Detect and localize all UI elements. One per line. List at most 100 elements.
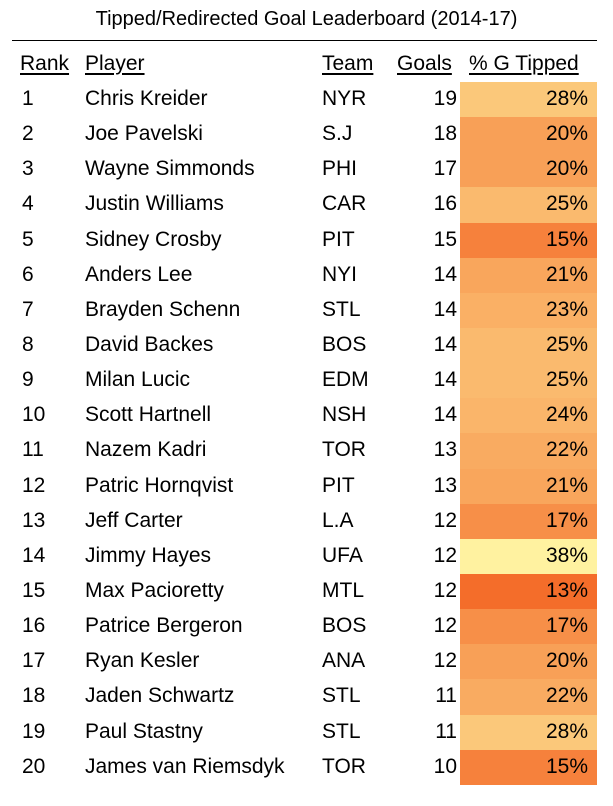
player-cell: Max Pacioretty: [85, 578, 224, 602]
table-row: 9 Milan Lucic EDM 14 25%: [0, 363, 613, 399]
player-cell: Justin Williams: [85, 192, 224, 216]
table-row: 14 Jimmy Hayes UFA 12 38%: [0, 538, 613, 574]
table-row: 5 Sidney Crosby PIT 15 15%: [0, 222, 613, 258]
pct-tipped-value: 20%: [545, 157, 588, 181]
rank-cell: 3: [22, 157, 34, 181]
rank-cell: 15: [22, 578, 46, 602]
goals-cell: 15: [433, 227, 457, 251]
pct-tipped-value: 28%: [545, 87, 588, 110]
goals-cell: 14: [433, 368, 457, 392]
team-cell: TOR: [322, 754, 366, 778]
goals-cell: 19: [433, 87, 457, 110]
header-team: Team: [322, 52, 374, 75]
pct-tipped-cell: 22%: [460, 679, 597, 715]
rank-cell: 7: [22, 297, 34, 321]
team-cell: STL: [322, 719, 361, 743]
team-cell: CAR: [322, 192, 367, 216]
pct-tipped-cell: 20%: [460, 117, 597, 153]
pct-tipped-cell: 24%: [460, 398, 597, 434]
player-cell: Sidney Crosby: [85, 227, 222, 251]
goals-cell: 14: [433, 262, 457, 286]
goals-cell: 12: [433, 508, 457, 532]
pct-tipped-cell: 20%: [460, 152, 597, 188]
team-cell: STL: [322, 297, 361, 321]
title-divider: [12, 40, 597, 41]
player-cell: Jaden Schwartz: [85, 684, 235, 708]
goals-cell: 14: [433, 403, 457, 427]
rank-cell: 11: [22, 438, 44, 462]
header-rank: Rank: [20, 52, 70, 75]
team-cell: NYI: [322, 262, 358, 286]
player-cell: Jimmy Hayes: [85, 543, 212, 567]
pct-tipped-value: 17%: [545, 508, 588, 532]
player-cell: Brayden Schenn: [85, 297, 241, 321]
table-row: 3 Wayne Simmonds PHI 17 20%: [0, 152, 613, 188]
goals-cell: 11: [435, 684, 457, 708]
player-cell: Anders Lee: [85, 262, 193, 286]
table-row: 17 Ryan Kesler ANA 12 20%: [0, 644, 613, 680]
player-cell: Jeff Carter: [85, 508, 183, 532]
pct-tipped-cell: 21%: [460, 257, 597, 293]
team-cell: PHI: [322, 157, 358, 181]
table-row: 8 David Backes BOS 14 25%: [0, 327, 613, 364]
team-cell: PIT: [322, 473, 355, 497]
pct-tipped-value: 15%: [545, 754, 588, 778]
goals-cell: 13: [433, 438, 457, 462]
team-cell: BOS: [322, 332, 367, 356]
header-pct-tipped: % G Tipped: [469, 52, 579, 75]
pct-tipped-value: 25%: [545, 192, 588, 216]
pct-tipped-cell: 17%: [460, 503, 597, 539]
team-cell: PIT: [322, 227, 355, 251]
pct-tipped-cell: 13%: [460, 573, 597, 610]
table-row: 4 Justin Williams CAR 16 25%: [0, 187, 613, 223]
rank-cell: 1: [22, 87, 34, 110]
table-title: Tipped/Redirected Goal Leaderboard (2014…: [95, 8, 518, 30]
team-cell: MTL: [322, 578, 364, 602]
player-cell: Chris Kreider: [85, 87, 208, 110]
table-row: 1 Chris Kreider NYR 19 28%: [0, 82, 613, 118]
header-goals: Goals: [397, 52, 452, 75]
pct-tipped-cell: 15%: [460, 222, 597, 258]
pct-tipped-cell: 25%: [460, 327, 597, 364]
pct-tipped-value: 13%: [545, 578, 588, 602]
rank-cell: 6: [22, 262, 34, 286]
goals-cell: 13: [433, 473, 457, 497]
team-cell: NSH: [322, 403, 367, 427]
rank-cell: 4: [22, 192, 34, 216]
rank-cell: 14: [22, 543, 46, 567]
rank-cell: 16: [22, 614, 46, 638]
pct-tipped-cell: 28%: [460, 82, 597, 118]
table-row: 16 Patrice Bergeron BOS 12 17%: [0, 609, 613, 645]
rank-cell: 20: [22, 754, 46, 778]
goals-cell: 14: [433, 297, 457, 321]
team-cell: TOR: [322, 438, 366, 462]
pct-tipped-cell: 20%: [460, 644, 597, 680]
team-cell: BOS: [322, 614, 367, 638]
header-player: Player: [85, 52, 145, 75]
rank-cell: 2: [22, 122, 34, 146]
leaderboard-table: 1 Chris Kreider NYR 19 28% 2 Joe Pavelski S.J 18…: [0, 82, 613, 785]
goals-cell: 17: [433, 157, 457, 181]
rank-cell: 10: [22, 403, 46, 427]
table-row: 10 Scott Hartnell NSH 14 24%: [0, 398, 613, 434]
pct-tipped-value: 38%: [545, 543, 588, 567]
table-row: 11 Nazem Kadri TOR 13 22%: [0, 433, 613, 469]
rank-cell: 5: [22, 227, 34, 251]
team-cell: STL: [322, 684, 361, 708]
pct-tipped-cell: 28%: [460, 714, 597, 750]
player-cell: Milan Lucic: [85, 368, 191, 392]
pct-tipped-cell: 25%: [460, 187, 597, 223]
team-cell: L.A: [322, 508, 354, 532]
rank-cell: 19: [22, 719, 46, 743]
pct-tipped-cell: 25%: [460, 363, 597, 399]
team-cell: UFA: [322, 543, 363, 567]
player-cell: Wayne Simmonds: [85, 157, 255, 181]
player-cell: David Backes: [85, 332, 214, 356]
pct-tipped-cell: 21%: [460, 468, 597, 504]
goals-cell: 12: [433, 614, 457, 638]
pct-tipped-cell: 23%: [460, 292, 597, 328]
pct-tipped-value: 21%: [545, 473, 588, 497]
player-cell: Scott Hartnell: [85, 403, 212, 427]
pct-tipped-value: 22%: [545, 684, 588, 708]
table-row: 12 Patric Hornqvist PIT 13 21%: [0, 468, 613, 504]
